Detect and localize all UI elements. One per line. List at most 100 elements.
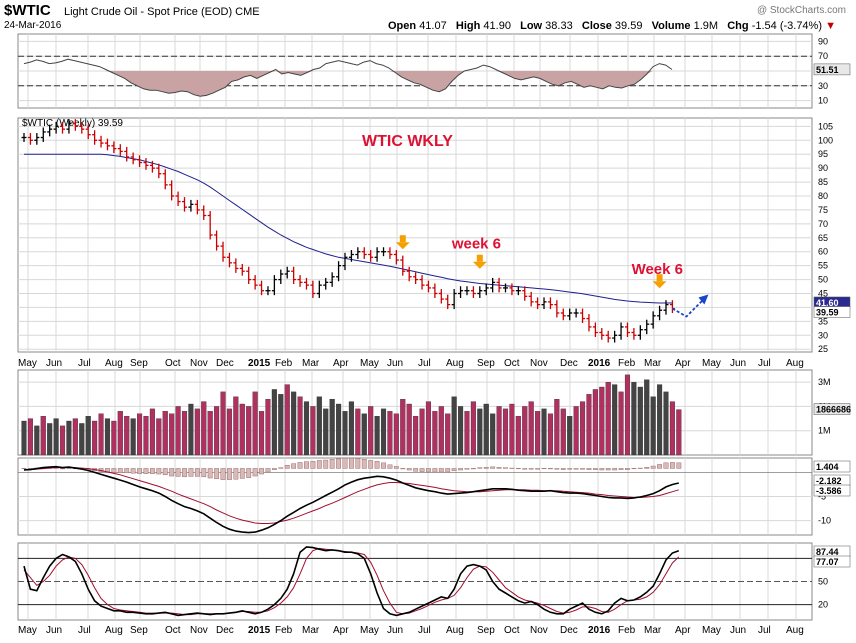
volume-bar: [432, 411, 438, 456]
volume-bar: [258, 411, 265, 456]
price-x-tick-label: Sep: [477, 358, 495, 369]
price-tick-label: 70: [818, 219, 828, 229]
macd-histogram-bar: [605, 468, 611, 471]
low-label: Low: [520, 20, 543, 32]
macd-signal-line: [24, 467, 679, 524]
volume-bar: [143, 415, 149, 456]
volume-bar: [239, 403, 245, 456]
volume-bar: [470, 401, 476, 456]
macd-histogram-bar: [573, 468, 579, 470]
volume-bar: [194, 408, 200, 456]
macd-histogram-bar: [227, 468, 232, 480]
bottom-x-tick-label: Jun: [46, 625, 62, 636]
volume-bar: [111, 420, 117, 456]
volume-bar: [567, 415, 573, 456]
orange-arrow-icon: [399, 235, 406, 243]
orange-arrow-icon: [652, 281, 667, 289]
macd-histogram-bar: [381, 462, 386, 469]
bottom-x-tick-label: Nov: [530, 625, 548, 636]
volume-bar: [342, 411, 348, 456]
volume-bar: [66, 420, 72, 456]
macd-histogram-bar: [393, 466, 399, 469]
volume-bar: [624, 374, 631, 456]
bottom-x-tick-label: Mar: [644, 625, 662, 636]
high-label: High: [455, 20, 481, 32]
volume-label: Volume: [651, 20, 691, 32]
stochastic-d-value: 77.07: [816, 557, 839, 567]
volume-bar: [605, 381, 611, 456]
volume-bar: [676, 409, 682, 456]
macd-histogram-bar: [194, 468, 200, 477]
macd-histogram-bar: [137, 468, 142, 474]
macd-tick-label: -5: [818, 492, 826, 502]
macd-histogram-bar: [432, 468, 438, 473]
macd-tick-label: -10: [818, 516, 831, 526]
volume-bar: [92, 420, 98, 456]
macd-histogram-bar: [278, 467, 284, 469]
down-triangle-icon: ▼: [825, 20, 836, 32]
price-tick-label: 60: [818, 247, 828, 257]
price-x-tick-label: Mar: [302, 358, 320, 369]
volume-bar: [496, 406, 502, 456]
bottom-x-tick-label: Apr: [675, 625, 691, 636]
price-x-tick-label: Jul: [78, 358, 91, 369]
bottom-x-tick-label: Jun: [387, 625, 403, 636]
macd-histogram-bar: [149, 468, 155, 474]
price-x-tick-label: Aug: [105, 358, 123, 369]
macd-histogram-bar: [445, 468, 451, 473]
macd-histogram-bar: [111, 468, 117, 473]
volume-bar: [458, 406, 464, 456]
macd-histogram-bar: [188, 468, 194, 477]
price-tick-label: 90: [818, 163, 828, 173]
volume-bar: [226, 408, 232, 456]
volume-bar: [348, 401, 354, 456]
orange-arrow-icon: [476, 254, 483, 262]
volume-bar: [464, 411, 470, 456]
chart-date: 24-Mar-2016: [4, 20, 62, 31]
macd-histogram-bar: [599, 468, 605, 471]
symbol-title: $WTIC: [4, 2, 51, 19]
price-x-tick-label: Jun: [46, 358, 62, 369]
volume-bar: [149, 408, 155, 456]
chg-value: -1.54 (-3.74%): [751, 20, 822, 32]
macd-histogram-bar: [297, 462, 303, 469]
volume-bar: [425, 401, 432, 456]
macd-histogram-bar: [175, 468, 181, 477]
week-6-annotation: week 6: [451, 236, 501, 253]
macd-signal-value: -3.586: [816, 486, 842, 496]
macd-histogram-bar: [316, 460, 322, 469]
high-value: 41.90: [483, 20, 511, 32]
price-x-tick-label: Aug: [786, 358, 804, 369]
volume-bar: [355, 408, 361, 456]
macd-histogram-bar: [246, 468, 252, 478]
bottom-x-tick-label: May: [702, 625, 721, 636]
macd-histogram-bar: [644, 467, 650, 469]
macd-hist-value: 1.404: [816, 462, 839, 472]
price-x-tick-label: Jul: [758, 358, 771, 369]
volume-bar: [53, 418, 59, 456]
stochastic-d-value-box: [813, 555, 851, 568]
volume-bar: [547, 413, 553, 456]
macd-histogram-bar: [156, 468, 162, 475]
volume-bar: [419, 408, 425, 456]
price-tick-label: 45: [818, 289, 828, 299]
macd-histogram-bar: [60, 468, 65, 470]
price-x-tick-label: Dec: [560, 358, 578, 369]
macd-histogram-bar: [374, 461, 380, 469]
low-value: 38.33: [545, 20, 573, 32]
close-label: Close: [581, 20, 612, 32]
price-x-tick-label: 2016: [588, 358, 611, 369]
volume-bar: [650, 396, 656, 456]
volume-bar: [618, 391, 624, 456]
volume-bar: [644, 379, 650, 456]
macd-histogram-bar: [580, 468, 585, 470]
rsi-tick-label: 90: [818, 36, 828, 46]
macd-histogram-bar: [239, 468, 245, 479]
bottom-x-tick-label: Aug: [446, 625, 464, 636]
macd-hist-value-box: [813, 460, 851, 473]
macd-histogram-bar: [143, 468, 149, 474]
volume-bar: [445, 413, 451, 456]
macd-histogram-bar: [451, 468, 457, 472]
volume-bar: [47, 423, 53, 456]
volume-bar: [201, 401, 207, 456]
